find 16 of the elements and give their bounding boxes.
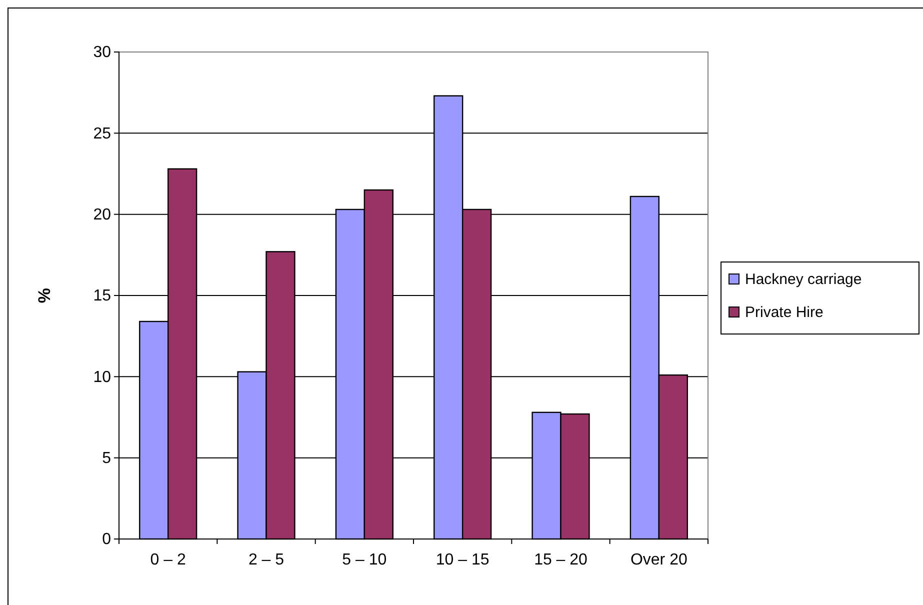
y-tick-label: 10 — [93, 368, 112, 386]
y-tick-label: 15 — [93, 288, 112, 305]
y-axis-title: % — [35, 288, 54, 304]
x-tick-label: 15 – 20 — [534, 551, 588, 568]
x-tick-label: 0 – 2 — [150, 551, 186, 568]
legend-label: Hackney carriage — [745, 271, 862, 288]
y-tick-label: 20 — [93, 206, 112, 224]
y-tick-label: 5 — [102, 450, 112, 467]
y-tick-label: 25 — [93, 125, 112, 142]
y-tick-label: 0 — [102, 531, 112, 548]
x-tick-label: 2 – 5 — [248, 551, 284, 568]
legend-label: Private Hire — [745, 304, 824, 321]
x-tick-label: 5 – 10 — [342, 551, 387, 568]
y-tick-label: 30 — [93, 44, 112, 62]
x-tick-label: 10 – 15 — [436, 551, 490, 568]
x-tick-label: Over 20 — [630, 551, 688, 568]
